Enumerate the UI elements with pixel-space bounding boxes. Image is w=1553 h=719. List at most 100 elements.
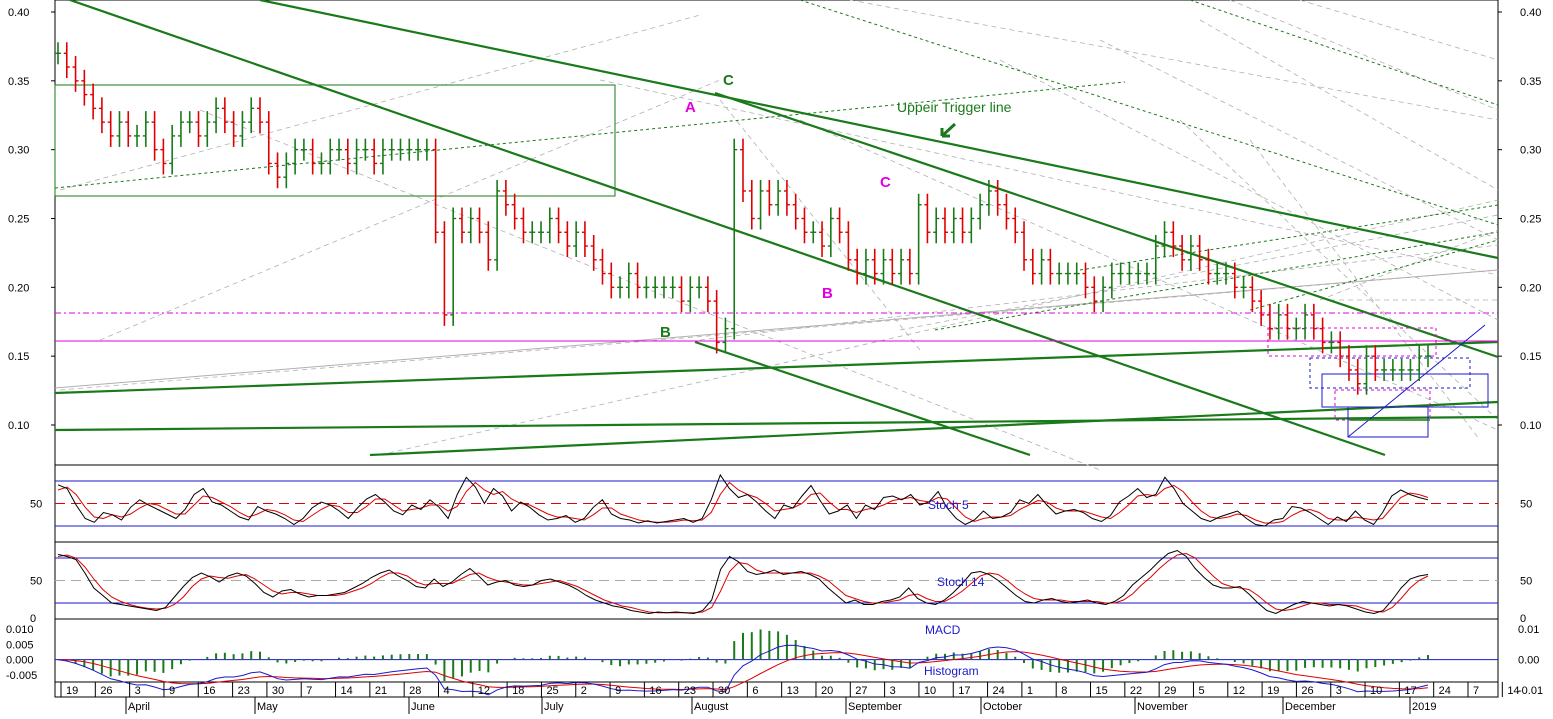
green-trend-line: [54, 415, 1499, 432]
gray-trend-line: [54, 269, 1499, 389]
day-tick-label: 14: [341, 685, 353, 697]
macd-label: MACD: [925, 623, 961, 637]
day-tick-label: 14: [1507, 685, 1519, 697]
dotted-trend-line: [1249, 239, 1499, 311]
day-tick-label: 3: [135, 685, 141, 697]
macd-tick-left: 0.010: [6, 624, 34, 636]
fan-line: [1229, 0, 1499, 111]
stoch5-panel: 50 50 Stoch 5: [30, 473, 1532, 527]
day-tick-label: 30: [718, 685, 730, 697]
day-tick-label: 18: [512, 685, 524, 697]
price-tick-left: 0.15: [8, 351, 29, 363]
day-tick-label: 5: [1198, 685, 1204, 697]
green-trend-line: [54, 340, 1499, 395]
stoch-tick-left: 50: [30, 576, 42, 588]
price-tick-right: 0.40: [1520, 7, 1541, 19]
fan-line: [599, 79, 1499, 276]
green-trend-line: [259, 0, 1499, 260]
fan-line: [99, 79, 721, 341]
day-axis-frame: [54, 681, 1499, 698]
fan-line: [1099, 39, 1499, 241]
month-label: October: [983, 701, 1022, 713]
day-tick-label: 3: [1336, 685, 1342, 697]
day-tick-label: 4: [443, 685, 449, 697]
stoch-tick-left: 50: [30, 499, 42, 511]
macd-panel: 0.010 0.005 0.000 -0.005 0.01 0.00 -0.01 MACD Hi…: [6, 623, 1543, 697]
price-tick-left: 0.35: [8, 76, 29, 88]
fan-line: [1199, 19, 1499, 191]
day-tick-label: 24: [993, 685, 1005, 697]
day-tick-label: 10: [924, 685, 936, 697]
green-trend-line: [694, 340, 1031, 457]
green-trend-line: [69, 0, 1386, 457]
day-tick-label: 24: [1439, 685, 1451, 697]
stoch-d-line: [57, 552, 1429, 614]
stoch-tick-right: 50: [1520, 576, 1532, 588]
month-label: 2019: [1412, 701, 1436, 713]
day-tick-label: 29: [1164, 685, 1176, 697]
histogram-label: Histogram: [924, 664, 979, 678]
day-tick-label: 12: [478, 685, 490, 697]
day-tick-label: 7: [1473, 685, 1479, 697]
fan-line: [59, 269, 1499, 391]
green-trend-line: [714, 91, 1499, 359]
blue-box: [1347, 406, 1429, 438]
stoch14-panel: 50 50 0 0 Stoch 14: [30, 549, 1532, 625]
macd-tick-right: 0.01: [1518, 624, 1539, 636]
day-tick-label: 19: [1267, 685, 1279, 697]
day-tick-label: 15: [1096, 685, 1108, 697]
price-tick-left: 0.30: [8, 145, 29, 157]
day-tick-label: 17: [1404, 685, 1416, 697]
fan-line: [1249, 139, 1481, 441]
price-bars: [55, 42, 1431, 395]
dotted-trend-line: [1079, 204, 1499, 271]
day-tick-label: 9: [169, 685, 175, 697]
day-tick-label: 16: [203, 685, 215, 697]
day-tick-label: 26: [100, 685, 112, 697]
stoch-tick-right: 50: [1520, 499, 1532, 511]
price-tick-right: 0.25: [1520, 214, 1541, 226]
month-label: May: [257, 701, 278, 713]
price-tick-left: 0.25: [8, 214, 29, 226]
day-tick-label: 25: [546, 685, 558, 697]
stoch-k-line: [57, 549, 1429, 615]
blue-trend-line: [1347, 324, 1486, 438]
macd-signal-line: [57, 651, 1429, 691]
consolidation-box: [54, 84, 616, 197]
price-tick-right: 0.10: [1520, 420, 1541, 432]
month-label: November: [1137, 701, 1188, 713]
day-tick-label: 8: [1061, 685, 1067, 697]
price-tick-left: 0.10: [8, 420, 29, 432]
day-tick-label: 28: [409, 685, 421, 697]
trigger-line-label: Uppeir Trigger line: [897, 99, 1012, 115]
dotted-box: [1334, 389, 1431, 421]
fan-line: [199, 109, 1101, 471]
day-tick-label: 26: [1301, 685, 1313, 697]
fan-line: [1319, 229, 1499, 301]
macd-line: [57, 644, 1429, 696]
price-tick-right: 0.20: [1520, 282, 1541, 294]
day-tick-label: 21: [375, 685, 387, 697]
day-tick-label: 7: [306, 685, 312, 697]
wave-label-c: C: [723, 72, 734, 89]
price-tick-right: 0.30: [1520, 145, 1541, 157]
wave-label-b: B: [822, 285, 833, 302]
day-tick-label: 23: [684, 685, 696, 697]
fan-line: [699, 244, 1499, 341]
price-tick-left: 0.20: [8, 282, 29, 294]
month-label: August: [694, 701, 728, 713]
green-trend-line: [369, 400, 1499, 457]
fan-line: [849, 0, 1499, 121]
month-label: June: [411, 701, 435, 713]
stoch-tick-right: 0: [1520, 613, 1526, 625]
arrow-icon: [940, 122, 957, 138]
stoch5-label: Stoch 5: [928, 498, 969, 512]
stoch-tick-left: 0: [30, 613, 36, 625]
day-tick-label: 17: [958, 685, 970, 697]
dotted-trend-line: [54, 81, 1126, 189]
day-tick-label: 1: [1027, 685, 1033, 697]
day-tick-label: 16: [649, 685, 661, 697]
date-axis: 19 26 3 9 16 23 30 7 14 21 28 4 12 18 25 2 9 16 23 30 6 13 20 2…: [60, 682, 1520, 714]
